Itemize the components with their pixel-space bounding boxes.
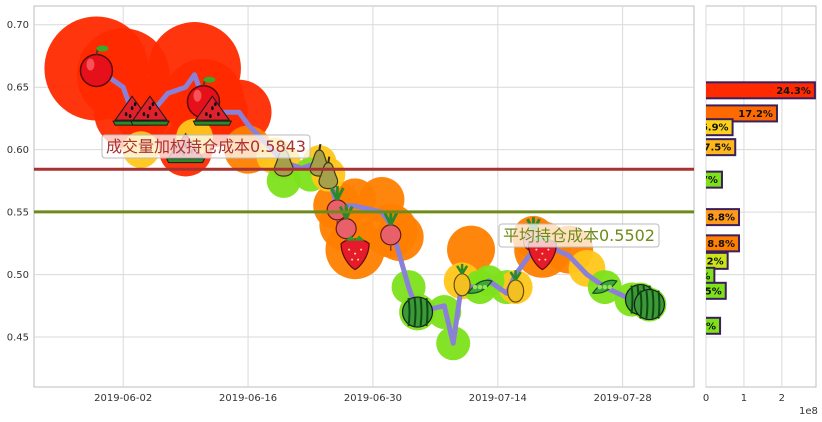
distribution-grid [705,6,816,387]
distribution-plot-frame [705,5,817,388]
distribution-bar [706,118,734,137]
distribution-bar-label: 4.3% [688,321,716,332]
distribution-bar-label: 17.2% [738,109,773,120]
distribution-x-tick-label: 2 [779,393,785,404]
y-tick-label: 0.70 [7,20,29,31]
distribution-bar [706,170,723,189]
watermelon-icon [192,95,233,126]
y-tick-label: 0.55 [7,208,29,219]
distribution-bar-label: 7.5% [704,143,732,154]
watermelon_whole-icon [633,288,666,321]
radish-icon [335,204,357,245]
average-cost-label-box [498,223,660,248]
distribution-bar-label: 8.8% [707,213,735,224]
distribution-bar [706,81,816,100]
watermelon-icon [130,95,170,126]
strawberry-icon [340,235,370,271]
distribution-bar-label: 6.9% [701,123,729,134]
distribution-bar [706,234,741,253]
distribution-bar [706,208,741,227]
reference-labels: 成交量加权持仓成本0.5843 平均持仓成本0.5502 [101,134,660,248]
weighted-cost-label-box [101,134,311,159]
distribution-bar [706,138,737,157]
peapod-icon [466,279,493,294]
distribution-bar [706,316,722,335]
distribution-bar-label: 24.3% [776,86,811,97]
y-tick-label: 0.45 [7,333,29,344]
distribution-x-unit: 1e8 [799,406,818,417]
x-tick-label: 2019-07-14 [469,393,527,404]
x-tick-label: 2019-06-02 [94,393,152,404]
y-tick-label: 0.60 [7,145,29,156]
distribution-panel: 24.3%17.2%6.9%7.5%4.7%8.8%8.8%5.2%2.5%5.… [683,5,818,417]
y-tick-label: 0.50 [7,270,29,281]
distribution-bar [706,281,727,300]
radish-icon [326,185,348,226]
watermelon_whole-icon [401,296,434,328]
x-axis-ticks: 2019-06-02 2019-06-16 2019-06-30 2019-07-14… [94,393,652,404]
distribution-x-tick-label: 1 [741,393,747,404]
average-cost-label: 平均持仓成本0.5502 [503,226,655,245]
distribution-bar [706,104,778,123]
x-tick-label: 2019-07-28 [594,393,652,404]
distribution-x-tick-label: 0 [703,393,709,404]
x-tick-label: 2019-06-30 [344,393,402,404]
distribution-x-ticks: 0 1 2 [703,393,785,404]
pineapple-icon [507,270,525,303]
peapod-icon [591,279,618,294]
pineapple-icon [453,263,471,297]
apple-icon [79,45,114,88]
scatter-panel: 成交量加权持仓成本0.5843 平均持仓成本0.5502 2019-06-02 2… [7,5,695,404]
distribution-bar-label: 5.5% [694,286,722,297]
bubble-point [447,225,496,274]
y-axis-ticks: 0.45 0.50 0.55 0.60 0.65 0.70 [7,20,29,343]
fruit-icon-layer [79,45,666,328]
y-tick-label: 0.65 [7,83,29,94]
distribution-bar-label: 4.7% [690,175,718,186]
distribution-bar-label: 8.8% [707,239,735,250]
weighted-cost-label: 成交量加权持仓成本0.5843 [106,137,306,156]
distribution-bars: 24.3% 17.2% 6.9% 7.5% 4.7% 8.8% 8.8% 5.2% 2.5% 5.… [683,81,816,335]
x-tick-label: 2019-06-16 [219,393,277,404]
distribution-bar-label: 5.2% [696,256,724,267]
distribution-bar-label: 2.5% [683,271,711,282]
